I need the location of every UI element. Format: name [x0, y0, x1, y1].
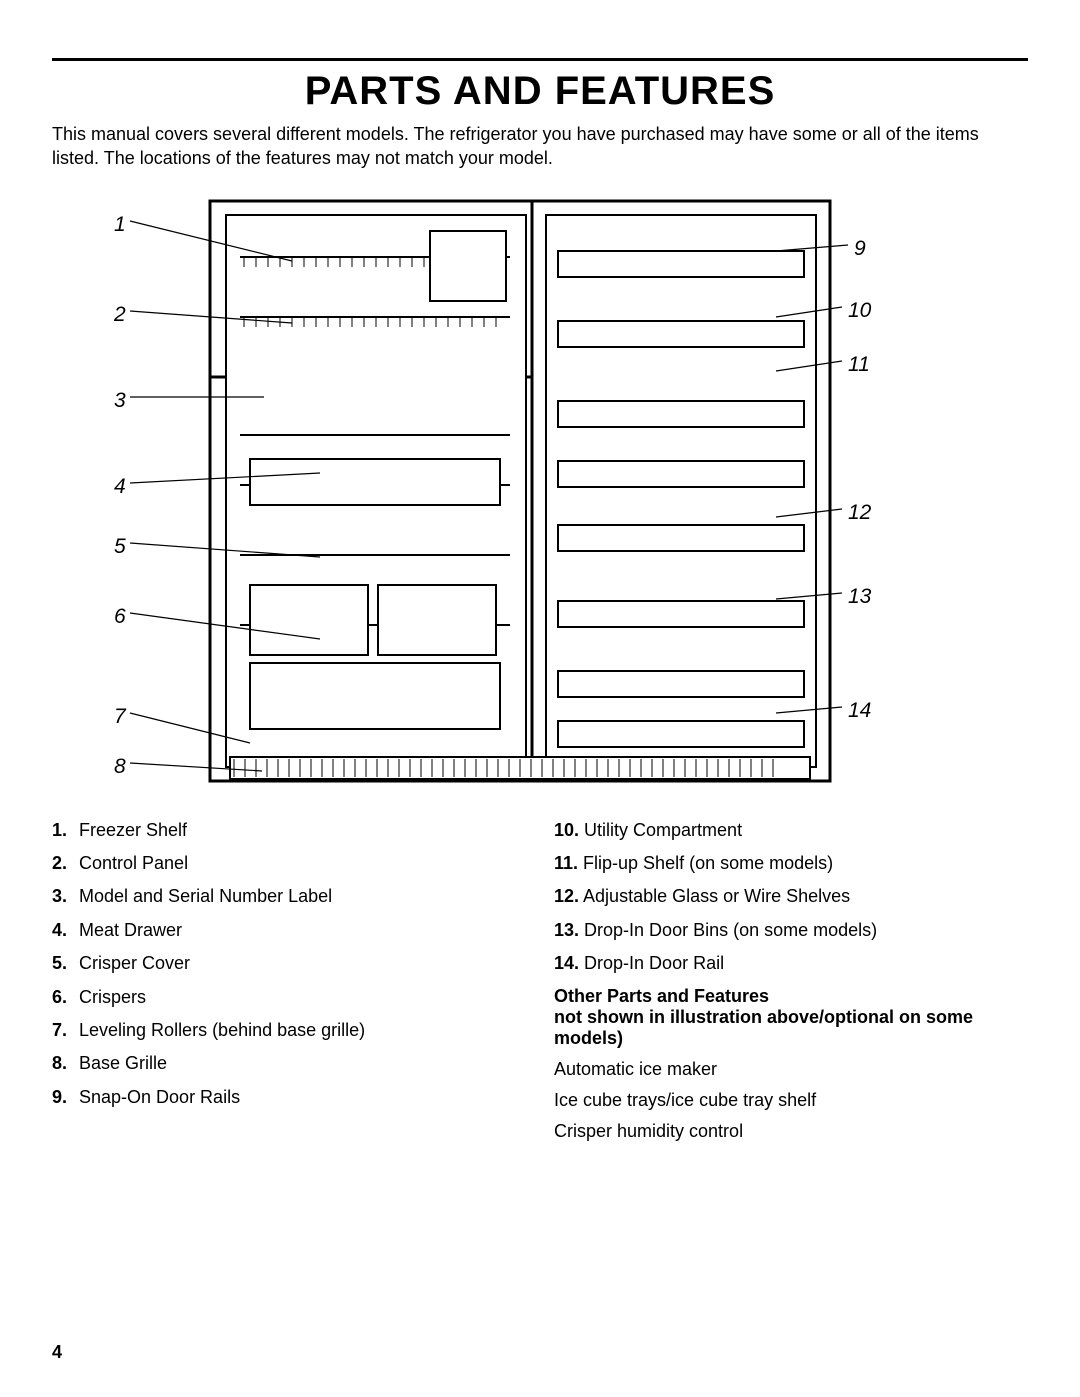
parts-item-label: Drop-In Door Rail [579, 953, 724, 973]
svg-text:9: 9 [854, 237, 866, 260]
top-rule [52, 58, 1028, 61]
parts-list-item: 5. Crisper Cover [52, 952, 526, 975]
parts-list-left: 1. Freezer Shelf2. Control Panel3. Model… [52, 819, 526, 1110]
svg-text:5: 5 [114, 535, 126, 558]
parts-item-label: Freezer Shelf [74, 820, 187, 840]
parts-list-item: 12. Adjustable Glass or Wire Shelves [554, 885, 1028, 908]
parts-item-number: 9. [52, 1086, 74, 1109]
parts-list-item: 7. Leveling Rollers (behind base grille) [52, 1019, 526, 1042]
svg-text:14: 14 [848, 699, 871, 722]
svg-text:11: 11 [848, 353, 870, 376]
parts-item-number: 12. [554, 885, 579, 908]
other-parts-item: Ice cube trays/ice cube tray shelf [554, 1090, 1028, 1111]
parts-list-item: 10. Utility Compartment [554, 819, 1028, 842]
intro-paragraph: This manual covers several different mod… [52, 122, 1028, 171]
other-parts-heading: Other Parts and Features [554, 986, 1028, 1007]
parts-item-label: Flip-up Shelf (on some models) [578, 853, 833, 873]
refrigerator-diagram: 1234567891011121314 [52, 185, 1028, 805]
parts-item-number: 8. [52, 1052, 74, 1075]
diagram-figure: 1234567891011121314 [52, 185, 1028, 805]
parts-item-label: Base Grille [74, 1053, 167, 1073]
other-parts-subheading: not shown in illustration above/optional… [554, 1007, 1028, 1049]
parts-item-number: 7. [52, 1019, 74, 1042]
svg-text:8: 8 [114, 755, 126, 778]
other-parts-item: Automatic ice maker [554, 1059, 1028, 1080]
parts-item-number: 10. [554, 819, 579, 842]
parts-item-number: 14. [554, 952, 579, 975]
parts-item-label: Drop-In Door Bins (on some models) [579, 920, 877, 940]
parts-item-number: 6. [52, 986, 74, 1009]
svg-text:7: 7 [114, 705, 127, 728]
parts-item-number: 13. [554, 919, 579, 942]
parts-list-item: 3. Model and Serial Number Label [52, 885, 526, 908]
page-title: PARTS AND FEATURES [52, 69, 1028, 114]
parts-item-number: 5. [52, 952, 74, 975]
parts-item-number: 11. [554, 852, 578, 875]
page-number: 4 [52, 1342, 62, 1363]
other-parts-list: Automatic ice maker Ice cube trays/ice cu… [554, 1059, 1028, 1142]
parts-item-label: Crisper Cover [74, 953, 190, 973]
parts-item-label: Utility Compartment [579, 820, 742, 840]
parts-list-item: 1. Freezer Shelf [52, 819, 526, 842]
parts-column-left: 1. Freezer Shelf2. Control Panel3. Model… [52, 819, 526, 1152]
parts-item-number: 2. [52, 852, 74, 875]
svg-text:4: 4 [114, 475, 126, 498]
parts-columns: 1. Freezer Shelf2. Control Panel3. Model… [52, 819, 1028, 1152]
parts-list-right: 10. Utility Compartment11. Flip-up Shelf… [554, 819, 1028, 976]
parts-item-label: Snap-On Door Rails [74, 1087, 240, 1107]
parts-list-item: 11. Flip-up Shelf (on some models) [554, 852, 1028, 875]
other-parts-item: Crisper humidity control [554, 1121, 1028, 1142]
parts-item-number: 1. [52, 819, 74, 842]
parts-item-label: Crispers [74, 987, 146, 1007]
parts-item-label: Control Panel [74, 853, 188, 873]
svg-text:2: 2 [113, 303, 126, 326]
parts-list-item: 2. Control Panel [52, 852, 526, 875]
parts-item-number: 3. [52, 885, 74, 908]
parts-list-item: 14. Drop-In Door Rail [554, 952, 1028, 975]
parts-item-label: Meat Drawer [74, 920, 182, 940]
parts-item-label: Model and Serial Number Label [74, 886, 332, 906]
parts-column-right: 10. Utility Compartment11. Flip-up Shelf… [554, 819, 1028, 1152]
svg-text:3: 3 [114, 389, 126, 412]
svg-text:1: 1 [114, 213, 126, 236]
svg-text:12: 12 [848, 501, 872, 524]
parts-item-label: Adjustable Glass or Wire Shelves [579, 886, 850, 906]
parts-list-item: 13. Drop-In Door Bins (on some models) [554, 919, 1028, 942]
svg-text:6: 6 [114, 605, 126, 628]
parts-list-item: 6. Crispers [52, 986, 526, 1009]
parts-list-item: 8. Base Grille [52, 1052, 526, 1075]
parts-list-item: 4. Meat Drawer [52, 919, 526, 942]
parts-item-label: Leveling Rollers (behind base grille) [74, 1020, 365, 1040]
manual-page: PARTS AND FEATURES This manual covers se… [0, 0, 1080, 1397]
svg-text:13: 13 [848, 585, 872, 608]
svg-text:10: 10 [848, 299, 872, 322]
parts-item-number: 4. [52, 919, 74, 942]
parts-list-item: 9. Snap-On Door Rails [52, 1086, 526, 1109]
